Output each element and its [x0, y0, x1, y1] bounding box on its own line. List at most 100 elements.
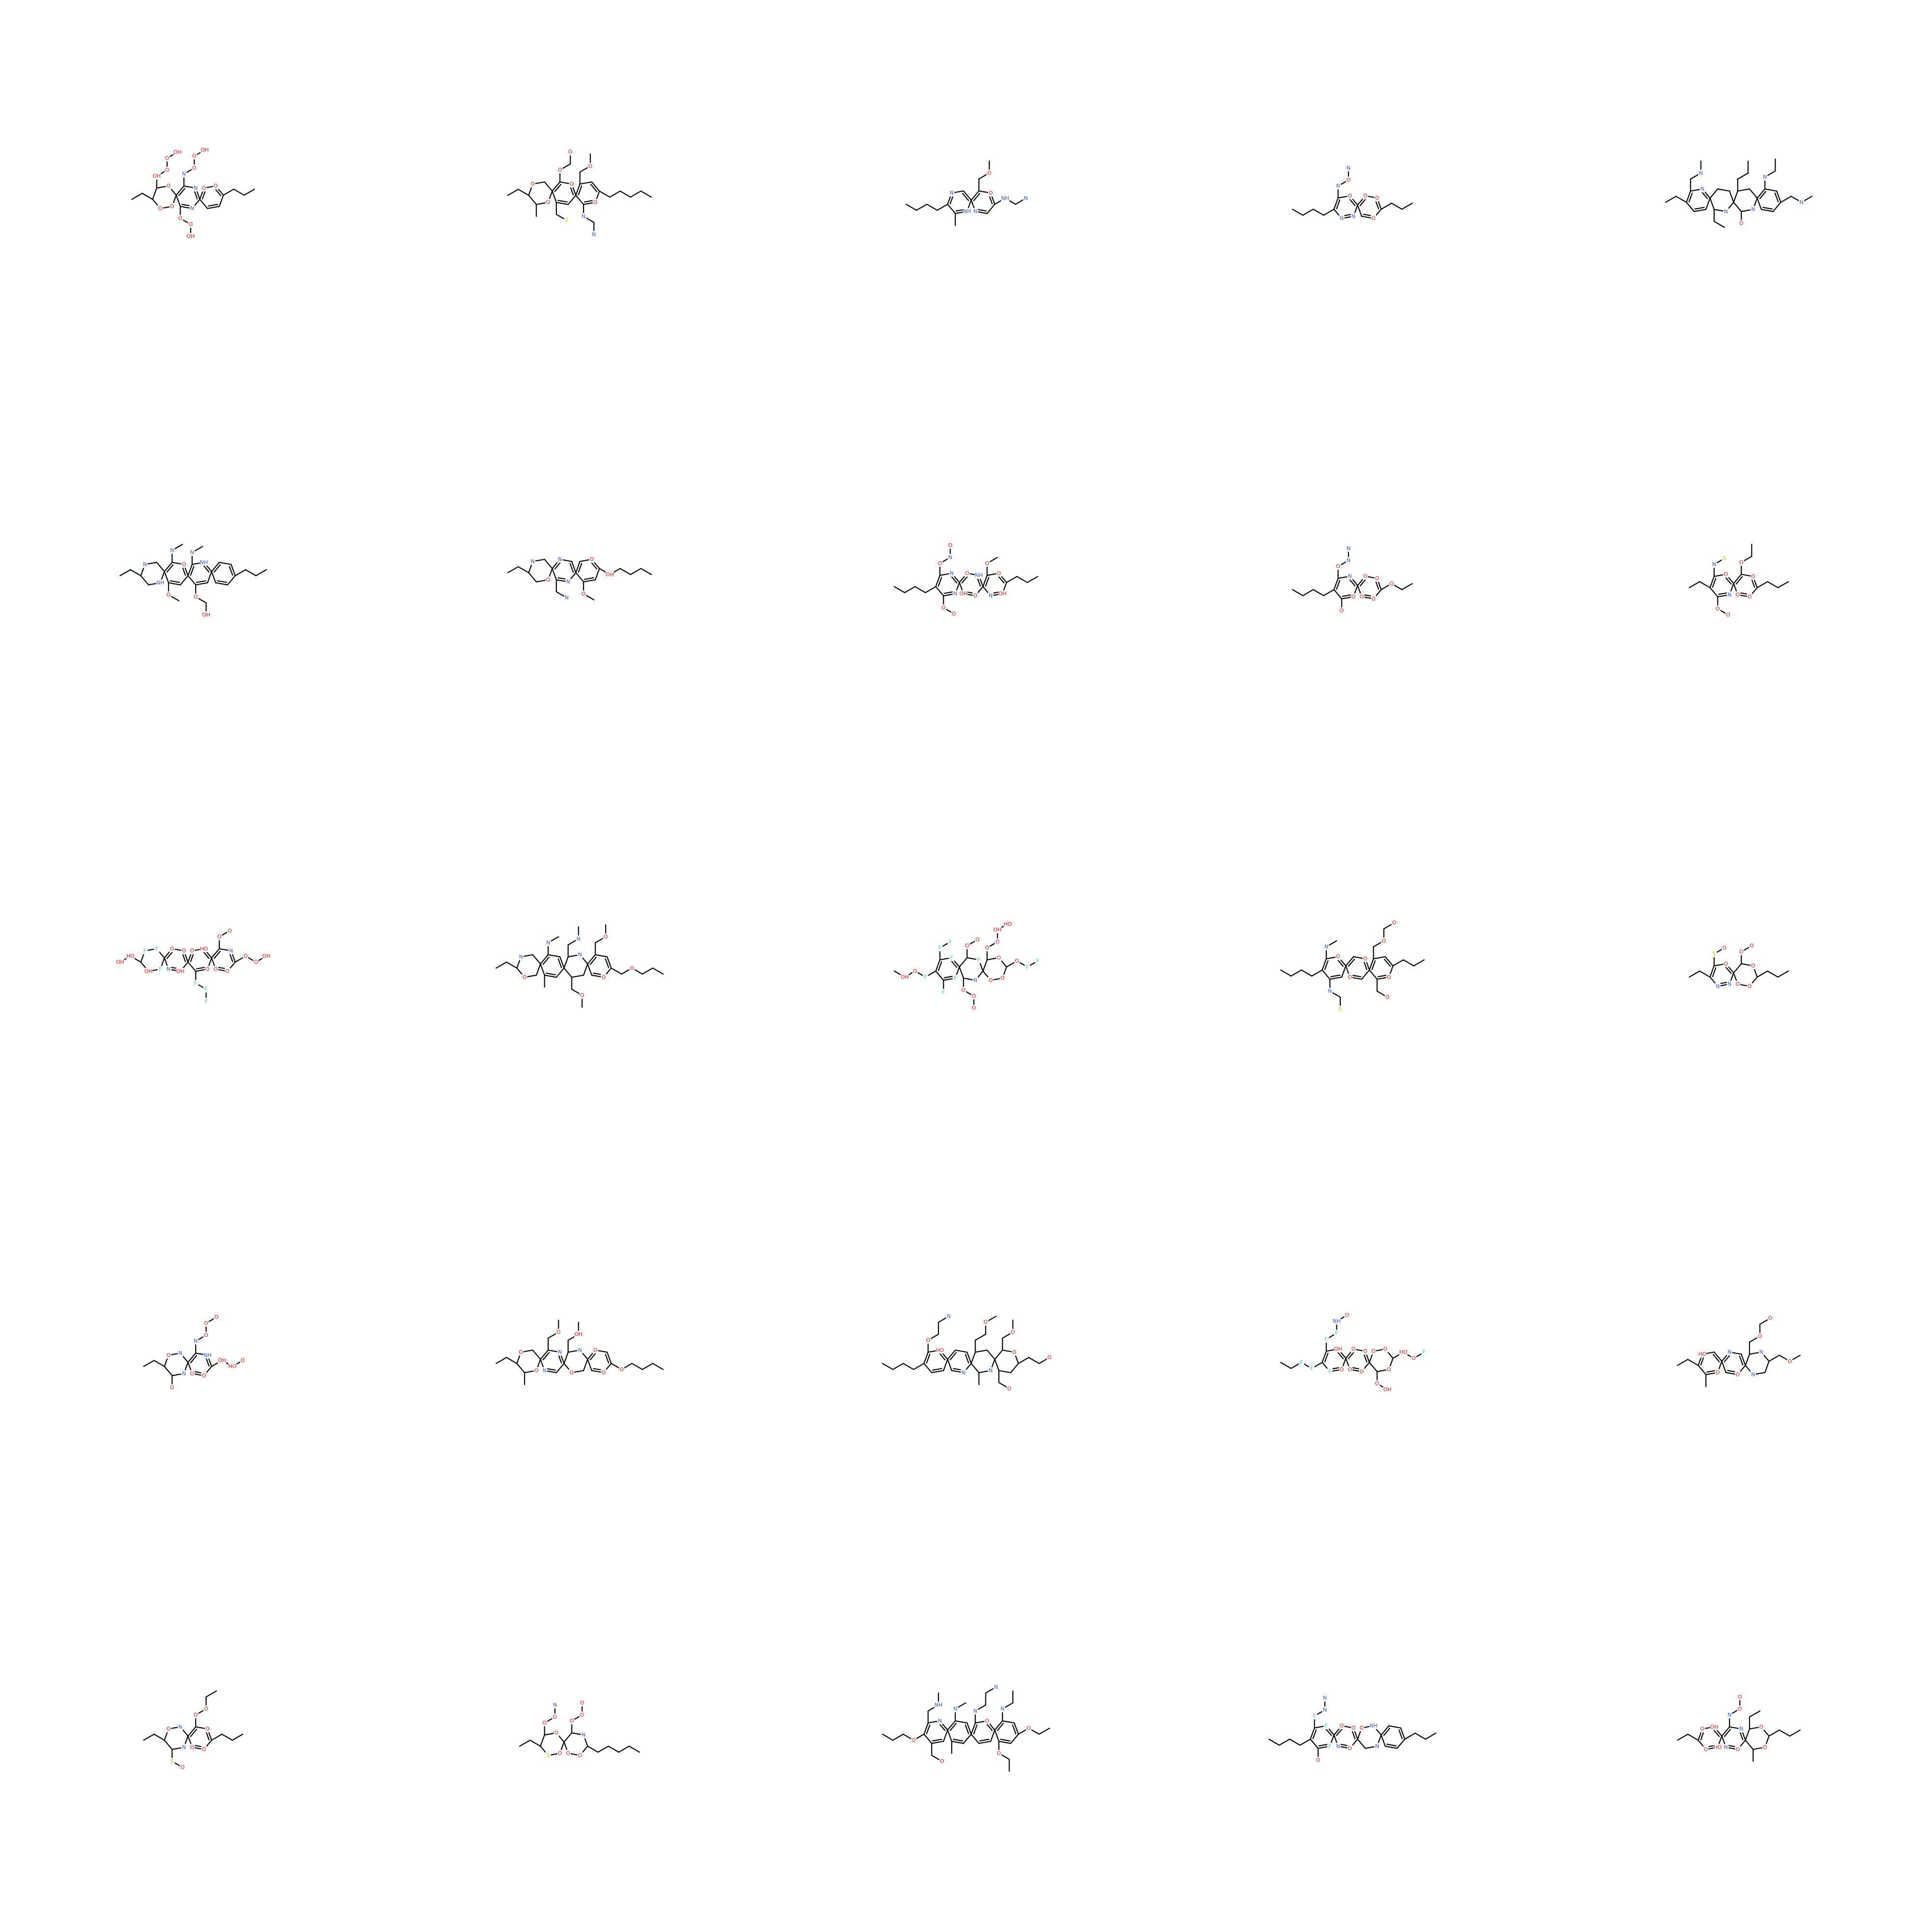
bond-layer [895, 545, 1038, 614]
atom-label: O [190, 1370, 194, 1377]
atom-label: O [1339, 608, 1344, 614]
molecule-cell-18: HO O N N N O O O O O [773, 1159, 1159, 1546]
atom-label: O [1704, 1746, 1708, 1752]
atom-label: OH [574, 1331, 582, 1337]
aromatic-bond [977, 209, 986, 211]
bond [1689, 582, 1699, 587]
bond [1403, 960, 1413, 966]
atom-label: O [995, 939, 1000, 945]
atom-label: O [983, 1319, 988, 1325]
atom-label: O [1759, 1724, 1763, 1730]
aromatic-bond [203, 565, 209, 572]
aromatic-bond [1384, 1728, 1390, 1735]
aromatic-bond [584, 578, 594, 579]
atom-label: N [566, 579, 570, 585]
atom-label: O [158, 205, 163, 212]
aromatic-bond [1349, 199, 1355, 206]
molecule-structure-24: FFFNNOO OONO NHN [1159, 1546, 1546, 1932]
atom-label: O [1724, 571, 1728, 578]
bond [212, 571, 215, 582]
bond [232, 1734, 242, 1740]
molecule-structure-17: OONNONOOHOOO [386, 1159, 773, 1546]
aromatic-bond [179, 188, 185, 196]
bond [572, 975, 583, 977]
bond [906, 204, 916, 210]
atom-label: N [1347, 165, 1350, 171]
aromatic-bond [950, 1723, 956, 1731]
atom-label: O [940, 1758, 944, 1764]
bond [914, 1364, 924, 1369]
aromatic-bond [1001, 1739, 1010, 1741]
atom-label: O [580, 1700, 584, 1706]
atom-label: N [1351, 213, 1355, 219]
atom-label: N [178, 1350, 182, 1356]
bond [1710, 189, 1718, 198]
bond [1757, 582, 1767, 587]
bond [169, 583, 180, 585]
atom-label: N [592, 231, 596, 238]
atom-label: N [182, 1370, 186, 1377]
atom-label: O [1339, 1366, 1344, 1373]
bond [1738, 189, 1749, 191]
bond [1310, 1739, 1318, 1748]
aromatic-bond [1343, 595, 1352, 596]
atom-label: N [167, 966, 170, 972]
bond [1381, 203, 1392, 209]
bond [1710, 198, 1714, 209]
atom-label: O [165, 167, 170, 173]
atom-label: HO [228, 1364, 237, 1370]
atom-label: N [558, 1349, 562, 1355]
bond [1769, 1355, 1779, 1361]
bond [632, 1364, 642, 1369]
bond [955, 1350, 967, 1352]
atom-label: O [1351, 1725, 1356, 1731]
atom-label: O [601, 1369, 606, 1376]
atom-label: O [1360, 1368, 1364, 1375]
bond [1313, 590, 1323, 596]
atom-label: N [1328, 988, 1332, 994]
atom-label: O [1375, 1380, 1379, 1387]
bond [1762, 210, 1773, 212]
atom-label: O [227, 928, 232, 934]
atom-label: F [1300, 1359, 1303, 1365]
atom-label: O [1700, 1726, 1705, 1732]
bond [1290, 1739, 1300, 1745]
bond [176, 195, 180, 206]
bond [1323, 209, 1334, 215]
atom-label: O [214, 1314, 219, 1321]
atom-label: OH [1710, 1724, 1718, 1730]
aromatic-bond [197, 967, 206, 968]
bond [1425, 1733, 1435, 1739]
bond [1397, 1739, 1405, 1748]
bond [564, 1352, 568, 1364]
atom-label: O [192, 153, 197, 159]
atom-label: HO [1399, 1349, 1407, 1355]
atom-label: O [1735, 1371, 1740, 1378]
molecule-cell-21: ONNSOOOOOO [0, 1546, 386, 1932]
atom-label: O [1716, 1369, 1720, 1376]
molecule-structure-18: HOONN NOOOOO [773, 1159, 1159, 1546]
atom-label: O [1758, 1333, 1762, 1339]
atom-label: O [213, 966, 218, 972]
atom-label: O [170, 946, 174, 952]
atom-label: O [1363, 193, 1367, 199]
aromatic-bond [1360, 579, 1366, 586]
aromatic-bond [951, 576, 957, 583]
atom-label: N [582, 213, 585, 220]
atom-label: N [973, 1708, 977, 1714]
molecule-structure-10: ONNSOOOOOO [1546, 386, 1932, 773]
atom-label: F [1422, 1349, 1425, 1355]
bond [975, 1350, 987, 1352]
aromatic-bond [558, 200, 567, 202]
aromatic-bond [217, 581, 227, 582]
bond [154, 1361, 164, 1366]
bond [952, 1741, 963, 1743]
aromatic-bond [1319, 1744, 1328, 1746]
molecule-cell-10: ONNSOOOOOO [1546, 386, 1932, 773]
atom-label: O [1371, 215, 1376, 222]
bond [548, 955, 560, 957]
atom-label: O [580, 1712, 584, 1718]
atom-label: NH [963, 208, 971, 214]
atom-label: O [580, 992, 584, 998]
bond [1749, 189, 1757, 198]
